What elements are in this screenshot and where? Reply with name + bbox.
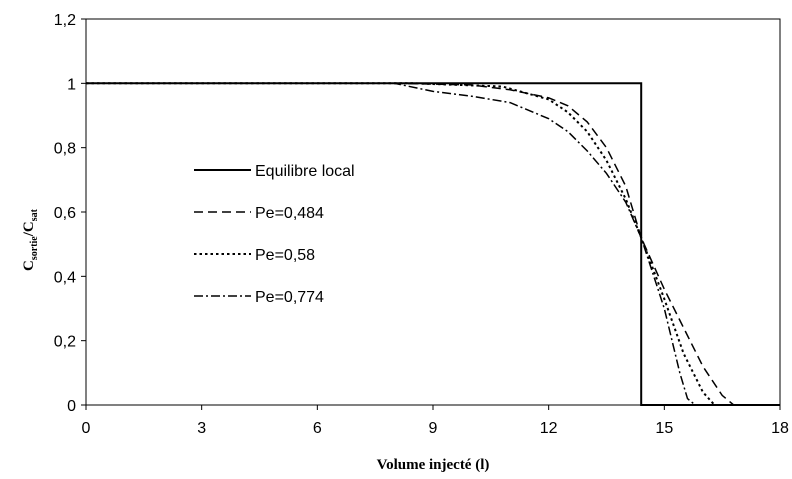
- y-tick-label: 0,8: [54, 141, 76, 158]
- y-tick-label: 1,2: [54, 12, 76, 29]
- y-axis-title-sep: /C: [21, 221, 37, 237]
- legend-label-2: Pe=0,484: [255, 205, 324, 222]
- y-axis-title-main: C: [21, 260, 37, 271]
- y-axis-title-sub2: sat: [29, 208, 40, 221]
- legend-label-4: Pe=0,774: [255, 289, 324, 306]
- x-axis-title: Volume injecté (l): [377, 457, 490, 473]
- y-tick-label: 1: [67, 76, 76, 93]
- x-tick-label: 12: [540, 420, 558, 437]
- plot-area: [85, 18, 781, 406]
- y-tick-label: 0,6: [54, 205, 76, 222]
- series-line-1: [86, 82, 780, 406]
- x-tick-label: 6: [313, 420, 322, 437]
- legend-label-1: Equilibre local: [255, 163, 355, 180]
- y-tick-label: 0,4: [54, 269, 76, 286]
- x-tick-label: 18: [771, 420, 789, 437]
- y-axis-title-sub1: sortie: [29, 236, 40, 260]
- y-axis-title: Csortie/Csat: [21, 208, 40, 271]
- series-line-4: [86, 82, 780, 406]
- series-line-2: [86, 82, 780, 406]
- x-tick-label: 3: [197, 420, 206, 437]
- series-line-3: [86, 82, 780, 406]
- x-tick-label: 9: [429, 420, 438, 437]
- x-tick-label: 0: [82, 420, 91, 437]
- legend-label-3: Pe=0,58: [255, 247, 315, 264]
- y-tick-label: 0,2: [54, 334, 76, 351]
- y-tick-label: 0: [67, 398, 76, 415]
- x-tick-label: 15: [655, 420, 673, 437]
